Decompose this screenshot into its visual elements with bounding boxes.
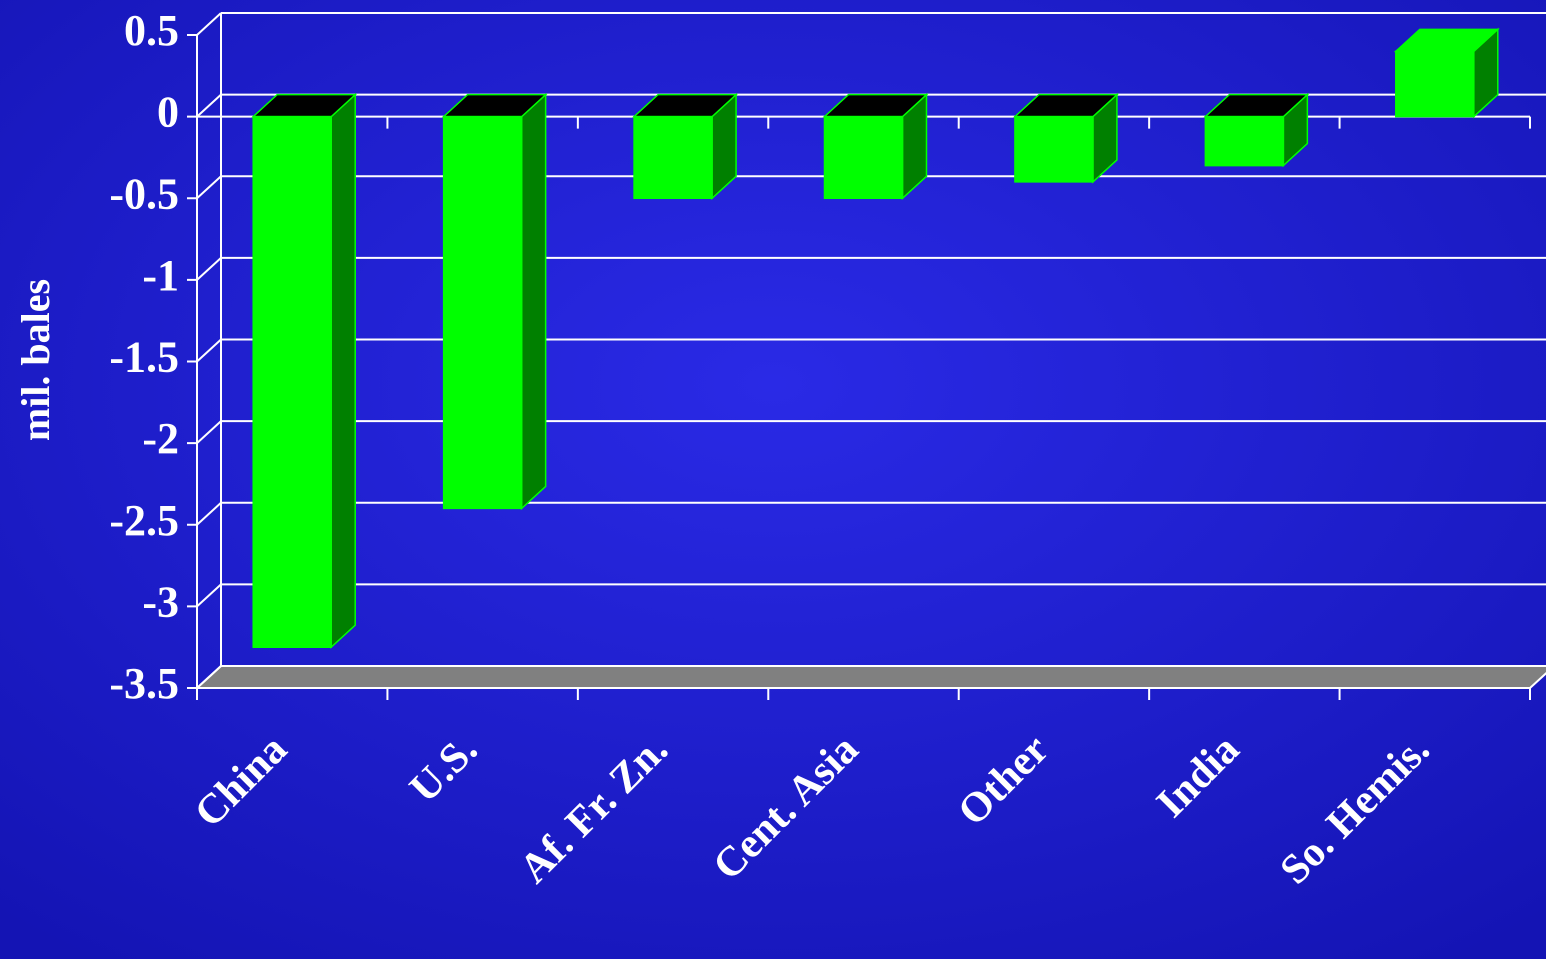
- grid-line: [196, 12, 222, 36]
- floor: [194, 665, 1546, 689]
- bar: [1393, 27, 1500, 119]
- grid-line: [196, 93, 222, 118]
- y-tick-label: 0.5: [124, 6, 179, 55]
- bar-side: [520, 92, 547, 511]
- bar: [632, 92, 738, 200]
- bar-side: [330, 92, 356, 649]
- y-tick-label: -2.5: [109, 496, 179, 545]
- grid-line: [196, 175, 222, 199]
- grid-line: [196, 583, 222, 608]
- grid-line: [196, 502, 222, 526]
- y-axis-label: mil. bales: [13, 279, 58, 441]
- bar-front: [252, 115, 332, 648]
- bar: [822, 92, 929, 200]
- bar: [441, 92, 548, 511]
- y-tick-label: -3.5: [109, 659, 179, 708]
- bar-front: [1395, 50, 1475, 118]
- y-tick-label: -3: [142, 577, 179, 626]
- grid-line: [196, 420, 222, 444]
- y-tick-label: -1.5: [109, 333, 179, 382]
- bar-front: [442, 115, 523, 510]
- y-tick-label: -0.5: [109, 169, 179, 218]
- bar: [1203, 92, 1310, 168]
- grid-line: [196, 338, 222, 363]
- grid-line: [196, 665, 222, 689]
- bar-front: [633, 115, 713, 199]
- bar: [1013, 92, 1119, 184]
- y-tick-label: -1: [142, 251, 179, 300]
- y-tick-label: 0: [157, 88, 179, 137]
- bar-front: [823, 115, 904, 199]
- bar: [251, 92, 358, 649]
- y-tick-label: -2: [142, 414, 179, 463]
- grid-line: [196, 257, 222, 281]
- bar-front: [1204, 115, 1285, 167]
- bar-front: [1014, 115, 1094, 183]
